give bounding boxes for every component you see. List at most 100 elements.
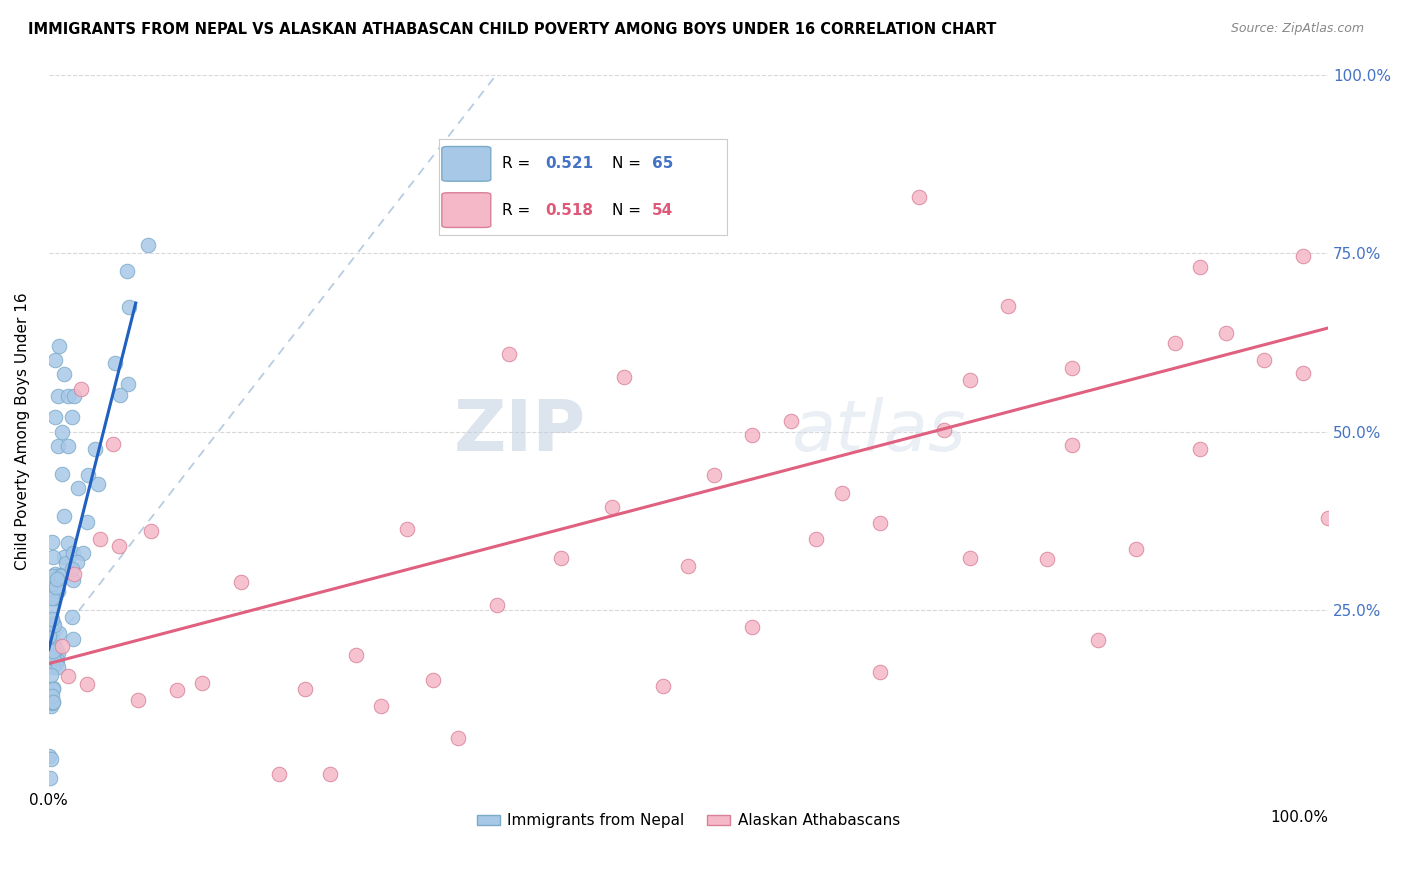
Point — [806, 533, 828, 547]
Point — [66, 555, 89, 569]
Point — [1291, 249, 1313, 263]
Point — [41, 550, 63, 565]
Point — [60, 410, 83, 425]
Point — [60, 562, 83, 576]
Point — [39, 771, 62, 785]
Point — [1317, 511, 1340, 525]
Point — [76, 468, 98, 483]
Point — [1189, 442, 1212, 456]
Point — [51, 467, 73, 482]
Point — [959, 550, 981, 565]
Point — [48, 646, 70, 660]
Point — [103, 356, 125, 370]
Point — [1291, 367, 1313, 381]
Point — [229, 575, 252, 590]
Point — [62, 573, 84, 587]
Point — [60, 610, 83, 624]
Point — [741, 427, 763, 442]
Point — [53, 368, 76, 382]
Point — [63, 566, 86, 581]
Point — [39, 599, 62, 614]
Point — [959, 373, 981, 387]
Point — [1189, 260, 1212, 274]
Point — [191, 676, 214, 690]
Point — [39, 699, 62, 714]
Point — [41, 591, 63, 605]
Point — [48, 626, 70, 640]
Point — [344, 648, 367, 663]
Point — [69, 382, 91, 396]
Point — [44, 566, 66, 581]
Point — [53, 549, 76, 564]
Point — [108, 540, 131, 554]
Point — [395, 522, 418, 536]
Point — [831, 486, 853, 500]
Text: IMMIGRANTS FROM NEPAL VS ALASKAN ATHABASCAN CHILD POVERTY AMONG BOYS UNDER 16 CO: IMMIGRANTS FROM NEPAL VS ALASKAN ATHABAS… — [28, 22, 997, 37]
Point — [56, 535, 79, 549]
Point — [42, 681, 65, 695]
Point — [294, 681, 316, 696]
Point — [1062, 437, 1084, 451]
Point — [38, 629, 60, 643]
Point — [41, 690, 63, 704]
Point — [62, 632, 84, 646]
Point — [46, 660, 69, 674]
Point — [42, 682, 65, 697]
Point — [117, 376, 139, 391]
Point — [56, 669, 79, 683]
Point — [42, 650, 65, 665]
Point — [319, 767, 342, 781]
Point — [678, 558, 700, 573]
Point — [41, 569, 63, 583]
Point — [1087, 633, 1109, 648]
Point — [39, 667, 62, 681]
Text: atlas: atlas — [790, 397, 966, 466]
Point — [869, 665, 891, 679]
Point — [41, 534, 63, 549]
Point — [550, 551, 572, 566]
Point — [869, 516, 891, 530]
Point — [41, 624, 63, 639]
Point — [703, 467, 725, 482]
Point — [613, 369, 636, 384]
Point — [41, 644, 63, 658]
Point — [72, 546, 94, 560]
Point — [422, 673, 444, 687]
Point — [49, 569, 72, 583]
Point — [51, 425, 73, 439]
Point — [76, 676, 98, 690]
Point — [370, 699, 392, 714]
Point — [139, 524, 162, 539]
Point — [997, 299, 1019, 313]
Point — [41, 612, 63, 626]
Point — [136, 237, 159, 252]
Point — [42, 660, 65, 674]
Point — [741, 620, 763, 634]
Point — [63, 389, 86, 403]
Point — [267, 767, 290, 781]
Point — [41, 695, 63, 709]
Point — [447, 731, 470, 745]
Point — [485, 599, 508, 613]
Point — [46, 439, 69, 453]
Legend: Immigrants from Nepal, Alaskan Athabascans: Immigrants from Nepal, Alaskan Athabasca… — [471, 807, 907, 834]
Point — [49, 567, 72, 582]
Point — [45, 641, 67, 656]
Point — [118, 300, 141, 314]
Point — [53, 509, 76, 524]
Point — [84, 442, 107, 457]
Point — [56, 439, 79, 453]
Point — [907, 190, 929, 204]
Point — [46, 572, 69, 586]
Point — [45, 580, 67, 594]
Point — [55, 557, 77, 571]
Point — [46, 389, 69, 403]
Point — [76, 515, 98, 529]
Point — [934, 424, 956, 438]
Point — [101, 437, 124, 451]
Point — [89, 532, 111, 546]
Point — [115, 264, 138, 278]
Point — [39, 581, 62, 595]
Point — [46, 653, 69, 667]
Point — [498, 347, 520, 361]
